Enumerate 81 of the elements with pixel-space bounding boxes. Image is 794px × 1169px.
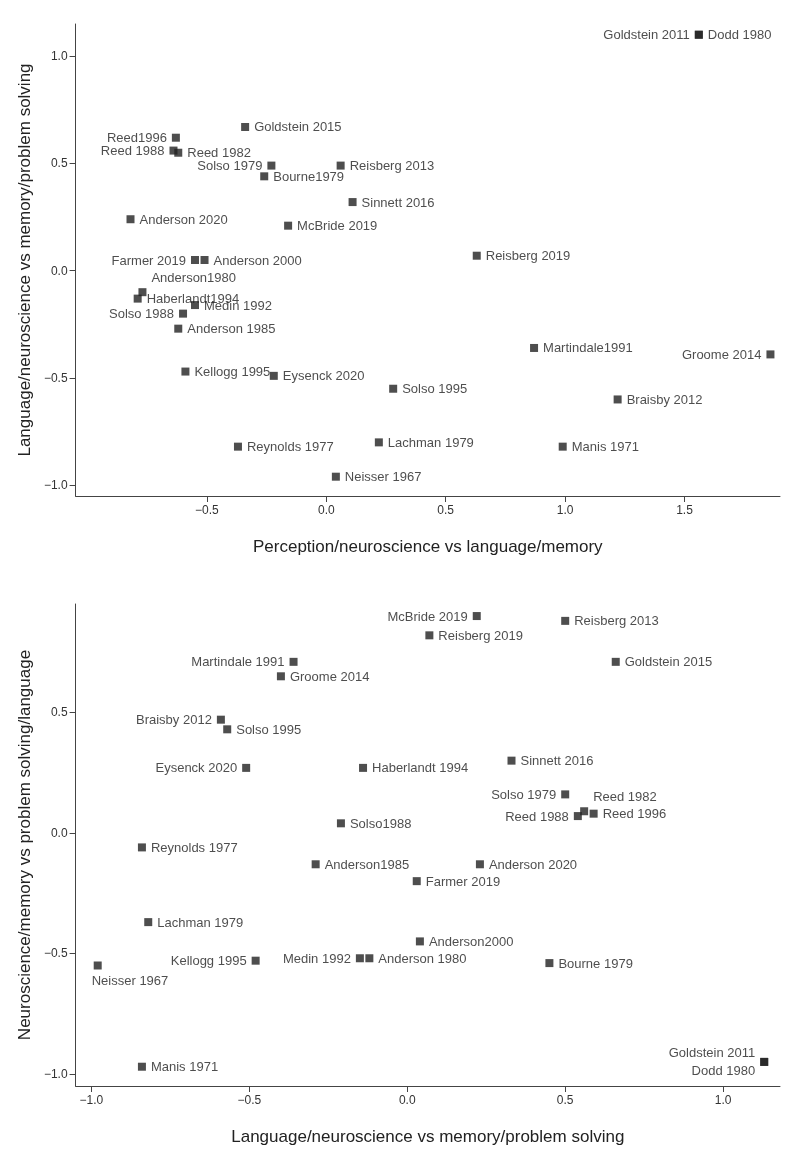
data-label: Goldstein 2015: [254, 119, 342, 135]
data-label: Solso 1995: [236, 721, 302, 737]
x-tick-label: 1.0: [714, 1093, 732, 1107]
data-label: Solso 1988: [108, 306, 175, 322]
y-tick-label: −1.0: [43, 1066, 68, 1081]
data-label: Reisberg 2019: [485, 248, 571, 264]
x-tick-label: −0.5: [237, 1093, 262, 1107]
x-tick-label: −1.0: [79, 1093, 104, 1107]
data-label: Anderson2000: [428, 933, 514, 949]
data-label: Groome 2014: [681, 346, 762, 362]
data-label: Neisser 1967: [344, 469, 422, 485]
data-label: Reisberg 2013: [574, 613, 659, 629]
data-label: Groome 2014: [289, 668, 370, 684]
data-label: Reed 1982: [593, 788, 657, 804]
y-tick-label: 0.0: [50, 263, 68, 278]
data-label: Kellogg 1995: [170, 953, 247, 969]
data-label: Reed 1996: [602, 806, 667, 822]
data-label: Eysenck 2020: [155, 760, 238, 776]
data-label: Reed 1988: [100, 143, 165, 159]
data-label: Reynolds 1977: [150, 839, 238, 855]
data-label: Lachman 1979: [387, 434, 474, 450]
data-label: Manis 1971: [571, 439, 639, 455]
data-label: Neisser 1967: [91, 972, 169, 988]
data-label: Reed1996: [106, 130, 167, 146]
x-tick-label: 0.0: [317, 503, 335, 517]
data-label: Farmer 2019: [111, 252, 186, 268]
data-label: Dodd 1980: [707, 27, 772, 43]
data-label: Sinnett 2016: [361, 194, 435, 210]
data-label: Farmer 2019: [425, 873, 501, 889]
data-label: Anderson 2000: [213, 252, 302, 268]
data-label: Anderson1985: [324, 856, 410, 872]
y-tick-label: 0.0: [50, 825, 68, 840]
x-tick-label: 0.5: [556, 1093, 574, 1107]
data-label: Sinnett 2016: [520, 753, 594, 769]
data-label: Anderson 2020: [139, 211, 228, 227]
y-axis-title: Neuroscience/memory vs problem solving/language: [15, 649, 34, 1041]
data-label: Eysenck 2020: [282, 368, 365, 384]
y-tick-label: 0.5: [50, 705, 68, 720]
y-tick-label: −1.0: [43, 478, 68, 493]
y-tick-label: −0.5: [43, 371, 68, 385]
data-label: Reisberg 2013: [349, 158, 435, 174]
data-label: Medin 1992: [282, 950, 351, 966]
data-label: Bourne 1979: [558, 955, 633, 971]
data-label: Martindale 1991: [191, 654, 285, 670]
data-label: Goldstein 2011: [603, 27, 690, 43]
data-label: Reynolds 1977: [246, 439, 334, 455]
y-tick-label: 0.5: [50, 156, 68, 171]
data-label: Manis 1971: [150, 1059, 219, 1075]
data-label: Anderson 1980: [378, 950, 467, 966]
data-label: Reed 1982: [187, 145, 251, 161]
data-label: Braisby 2012: [626, 391, 703, 407]
data-label: Reed 1988: [505, 808, 569, 824]
x-axis-title: Language/neuroscience vs memory/problem solving: [231, 1127, 625, 1146]
data-label: Lachman 1979: [157, 914, 244, 930]
data-label: Anderson 2020: [488, 856, 578, 872]
data-label: Solso1988: [349, 815, 412, 831]
x-tick-label: 0.0: [398, 1093, 416, 1107]
x-tick-label: −0.5: [195, 503, 220, 517]
data-label: Bourne1979: [273, 168, 345, 184]
data-label: Anderson 1985: [187, 321, 276, 337]
data-label: McBride 2019: [297, 218, 378, 234]
data-label: Solso 1979: [491, 786, 557, 802]
y-tick-label: −0.5: [43, 946, 68, 961]
data-label: McBride 2019: [387, 608, 468, 624]
x-tick-label: 1.0: [556, 503, 574, 517]
x-axis-title: Perception/neuroscience vs language/memory: [252, 537, 604, 556]
data-label: Braisby 2012: [136, 712, 212, 728]
data-label: Goldstein 2015: [624, 654, 713, 670]
y-tick-label: 1.0: [50, 49, 68, 64]
data-label: Solso 1979: [197, 158, 263, 174]
data-label: Haberlandt 1994: [372, 760, 469, 776]
data-label: Reisberg 2019: [438, 627, 523, 643]
data-label: Goldstein 2011: [668, 1045, 756, 1061]
data-label: Anderson1980: [151, 269, 237, 285]
data-label: Dodd 1980: [691, 1063, 756, 1079]
data-label: Martindale1991: [543, 340, 633, 356]
x-tick-label: 1.5: [676, 503, 694, 517]
x-tick-label: 0.5: [437, 503, 455, 517]
data-label: Solso 1995: [402, 381, 468, 397]
data-label: Kellogg 1995: [194, 364, 271, 380]
y-axis-title: Language/neuroscience vs memory/problem solving: [15, 63, 34, 457]
